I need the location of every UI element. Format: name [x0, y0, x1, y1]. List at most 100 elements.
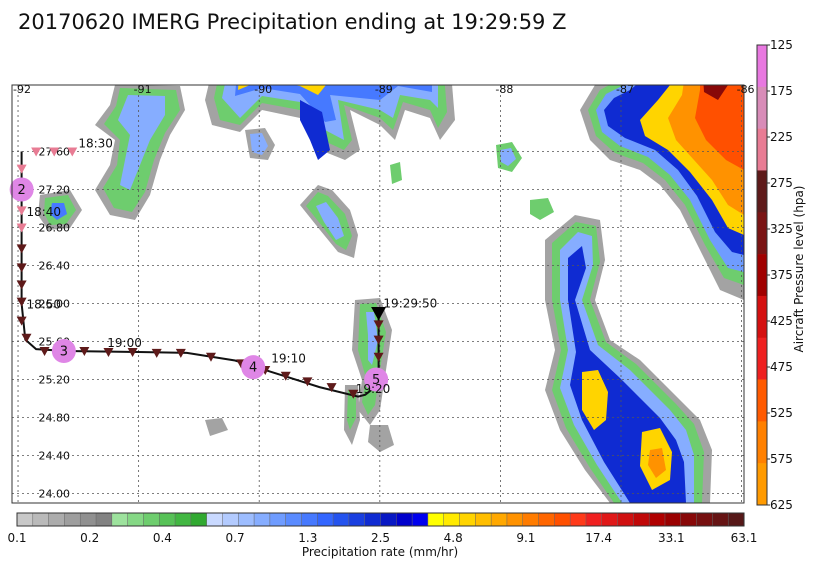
- waypoint-label: 4: [249, 361, 257, 376]
- pressure-colorbar-cell: [757, 254, 767, 297]
- colorbar-cell: [696, 512, 713, 527]
- colorbar-cell: [285, 512, 303, 527]
- lon-tick-label: -88: [495, 83, 513, 96]
- track-marker-pink: [16, 164, 27, 174]
- track-marker-dark: [175, 348, 186, 358]
- colorbar-cell: [174, 512, 192, 527]
- track-marker-dark: [16, 280, 27, 290]
- time-label: 18:40: [26, 205, 61, 219]
- waypoint-3: 3: [51, 339, 76, 363]
- lat-tick-label: 26.40: [38, 260, 70, 273]
- track-marker-dark: [16, 316, 27, 326]
- pressure-colorbar-cell: [757, 212, 767, 255]
- track-marker-dark: [16, 244, 27, 254]
- colorbar-tick-label: 0.1: [7, 531, 26, 545]
- colorbar-cell: [396, 512, 413, 527]
- waypoint-label: 3: [60, 345, 68, 360]
- lat-tick-label: 24.80: [38, 412, 70, 425]
- time-label: 18:30: [78, 137, 113, 151]
- colorbar-cell: [585, 512, 603, 527]
- colorbar-tick-label: 33.1: [658, 531, 685, 545]
- lat-tick-label: 25.20: [38, 374, 70, 387]
- chart-title: 20170620 IMERG Precipitation ending at 1…: [18, 10, 567, 34]
- pressure-colorbar: 125 175 225 275 325 375 425 475 525 575 625: [756, 38, 793, 512]
- track-end-marker: [371, 307, 387, 321]
- pressure-tick-label: 225: [770, 130, 793, 144]
- pressure-tick-label: 125: [770, 38, 793, 52]
- track-marker-dark: [127, 347, 138, 357]
- pressure-colorbar-cell: [757, 128, 767, 171]
- colorbar-cell: [617, 512, 634, 527]
- track-marker-dark: [373, 335, 384, 345]
- colorbar-cell: [475, 512, 492, 527]
- lat-tick-label: 24.00: [38, 488, 70, 501]
- track-marker-dark: [151, 348, 162, 358]
- colorbar-cell: [364, 512, 382, 527]
- colorbar-cell: [48, 512, 65, 527]
- lat-tick-label: 24.40: [38, 450, 70, 463]
- colorbar-cell: [712, 512, 729, 527]
- track-marker-dark: [16, 263, 27, 273]
- waypoint-4: 4: [241, 355, 266, 380]
- colorbar-cell: [16, 512, 34, 527]
- track-marker-dark: [103, 347, 114, 357]
- lon-tick-label: -89: [375, 83, 393, 96]
- track-marker-dark: [280, 371, 291, 381]
- lon-tick-label: -86: [737, 83, 755, 96]
- colorbar-cell: [269, 512, 287, 527]
- colorbar-cell: [554, 512, 571, 527]
- colorbar-cell: [158, 512, 176, 527]
- precipitation-colorbar: 0.1 0.2 0.4 0.7 1.3 2.5 4.8 9.1 17.4 33.1 63.1: [7, 512, 758, 545]
- track-marker-pink: [67, 147, 78, 157]
- colorbar-cell: [443, 512, 461, 527]
- pressure-tick-label: 375: [770, 268, 793, 282]
- colorbar-cell: [411, 512, 429, 527]
- track-marker-dark: [326, 383, 337, 393]
- lon-tick-label: -91: [134, 83, 152, 96]
- colorbar-tick-label: 0.4: [153, 531, 172, 545]
- track-marker-pink: [16, 206, 27, 216]
- track-marker-pink: [16, 223, 27, 233]
- colorbar-cell: [538, 512, 555, 527]
- colorbar-cell: [238, 512, 255, 527]
- track-marker-dark: [16, 297, 27, 307]
- pressure-colorbar-label: Aircraft Pressure level (hpa): [792, 186, 806, 353]
- time-label: 19:00: [107, 336, 142, 350]
- pressure-colorbar-cell: [757, 86, 767, 129]
- gridlines: [12, 85, 744, 503]
- waypoint-5: 5: [364, 367, 389, 392]
- lon-tick-label: -92: [13, 83, 31, 96]
- colorbar-tick-label: 0.7: [226, 531, 245, 545]
- pressure-tick-label: 625: [770, 498, 793, 512]
- colorbar-cell: [317, 512, 334, 527]
- colorbar-tick-label: 17.4: [585, 531, 612, 545]
- colorbar-cell: [301, 512, 318, 527]
- colorbar-cell: [190, 512, 208, 527]
- time-label: 19:10: [271, 351, 306, 365]
- pressure-colorbar-cell: [757, 295, 767, 339]
- precipitation-colorbar-label: Precipitation rate (mm/hr): [302, 545, 458, 559]
- lon-tick-label: -90: [254, 83, 272, 96]
- track-marker-dark: [373, 352, 384, 362]
- track-marker-dark: [302, 377, 313, 387]
- colorbar-tick-label: 0.2: [80, 531, 99, 545]
- track-marker-pink: [31, 147, 42, 157]
- colorbar-cell: [648, 512, 666, 527]
- time-label: 18:50: [26, 297, 61, 311]
- colorbar-cell: [143, 512, 160, 527]
- track-marker-dark: [205, 352, 216, 362]
- colorbar-cell: [522, 512, 540, 527]
- colorbar-cell: [332, 512, 350, 527]
- pressure-colorbar-cell: [757, 463, 767, 506]
- lat-tick-label: 26.80: [38, 222, 70, 235]
- pressure-colorbar-cell: [757, 379, 767, 422]
- waypoint-label: 2: [18, 183, 26, 198]
- pressure-colorbar-cell: [757, 337, 767, 380]
- colorbar-tick-label: 63.1: [731, 531, 758, 545]
- waypoint-circle: [9, 177, 34, 202]
- map-border: [11, 84, 745, 504]
- colorbar-cell: [459, 512, 476, 527]
- waypoint-2: 2: [9, 177, 34, 202]
- track-marker-dark: [21, 333, 32, 343]
- colorbar-cell: [64, 512, 81, 527]
